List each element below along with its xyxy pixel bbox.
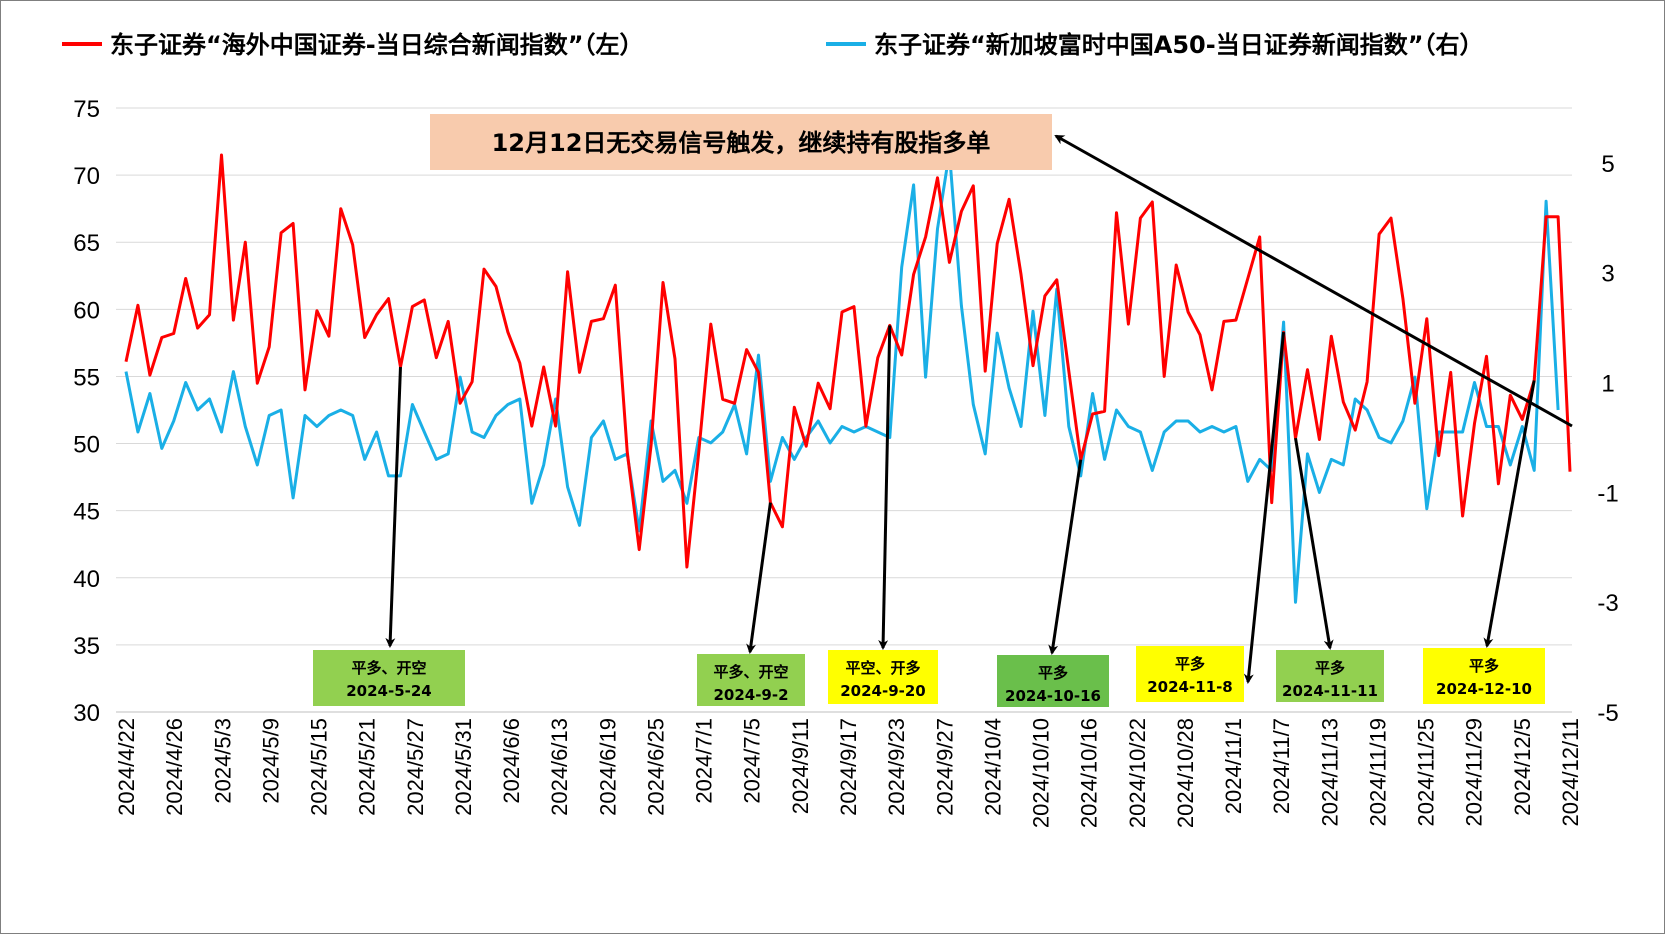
y-tick-right: -5 — [1597, 700, 1618, 727]
signal-arrow — [385, 366, 402, 648]
signal-arrow — [746, 502, 772, 654]
signal-action: 平多 — [1315, 659, 1345, 677]
signal-box-bg — [313, 650, 465, 706]
signal-box: 平多 2024-11-8 — [1136, 646, 1244, 702]
signal-box: 平多 2024-11-11 — [1276, 650, 1384, 702]
signal-box: 平空、开多 2024-9-20 — [828, 650, 938, 704]
y-axis-left: 30 35 40 45 50 55 60 65 70 75 — [73, 96, 100, 727]
y-tick-left: 65 — [73, 230, 100, 257]
x-tick-label: 2024/5/9 — [258, 718, 283, 804]
signal-date: 2024-10-16 — [1005, 687, 1101, 705]
signal-action: 平空、开多 — [845, 659, 920, 677]
x-tick-label: 2024/10/16 — [1077, 718, 1102, 828]
x-tick-label: 2024/6/13 — [547, 718, 572, 816]
y-tick-right: 5 — [1601, 151, 1614, 178]
signal-arrow — [1048, 459, 1083, 655]
x-tick-label: 2024/12/5 — [1510, 718, 1535, 816]
x-tick-label: 2024/7/1 — [692, 718, 717, 804]
x-tick-label: 2024/11/7 — [1269, 718, 1294, 814]
callout-arrow — [1054, 134, 1573, 428]
x-tick-label: 2024/12/11 — [1558, 718, 1583, 826]
signal-arrows — [385, 325, 1536, 684]
x-tick-label: 2024/6/6 — [499, 718, 524, 804]
legend-label-red: 东子证券“海外中国证券-当日综合新闻指数”（左） — [110, 31, 644, 59]
x-tick-label: 2024/6/19 — [595, 718, 620, 816]
x-tick-label: 2024/5/15 — [307, 718, 332, 816]
signal-date: 2024-5-24 — [346, 682, 432, 700]
signal-date: 2024-9-2 — [713, 686, 788, 704]
signal-box-bg — [828, 650, 938, 704]
y-tick-left: 50 — [73, 432, 100, 459]
y-tick-left: 40 — [73, 566, 100, 593]
series-line-overseas — [124, 153, 1572, 569]
x-axis: 2024/4/22 2024/4/26 2024/5/3 2024/5/9 2024/5… — [114, 718, 1583, 828]
x-tick-label: 2024/4/26 — [162, 718, 187, 816]
x-tick-label: 2024/10/28 — [1173, 718, 1198, 828]
y-tick-right: -3 — [1597, 590, 1618, 617]
x-tick-label: 2024/9/11 — [788, 718, 813, 814]
signal-box-bg — [1423, 648, 1545, 704]
signal-date: 2024-11-8 — [1147, 678, 1233, 696]
signal-annotations: 平多、开空 2024-5-24 平多、开空 2024-9-2 平空、开多 2024-9-2… — [313, 646, 1545, 707]
y-tick-right: 3 — [1601, 261, 1614, 288]
legend-label-blue: 东子证券“新加坡富时中国A50-当日证券新闻指数”（右） — [874, 31, 1483, 59]
x-tick-label: 2024/5/27 — [403, 718, 428, 816]
signal-action: 平多、开空 — [351, 659, 426, 677]
signal-action: 平多、开空 — [713, 663, 788, 681]
y-tick-right: 1 — [1601, 371, 1614, 398]
signal-box-bg — [997, 655, 1109, 707]
x-tick-label: 2024/11/19 — [1365, 718, 1390, 826]
y-tick-left: 35 — [73, 633, 100, 660]
y-tick-right: -1 — [1597, 480, 1618, 507]
signal-action: 平多 — [1469, 657, 1499, 675]
series-line-a50 — [124, 150, 1560, 604]
signal-date: 2024-12-10 — [1436, 680, 1532, 698]
y-tick-left: 70 — [73, 163, 100, 190]
signal-action: 平多 — [1038, 664, 1068, 682]
x-tick-label: 2024/5/31 — [451, 718, 476, 816]
x-tick-label: 2024/10/10 — [1029, 718, 1054, 828]
signal-action: 平多 — [1175, 655, 1205, 673]
x-tick-label: 2024/6/25 — [643, 718, 668, 816]
x-tick-label: 2024/10/22 — [1125, 718, 1150, 828]
signal-date: 2024-9-20 — [840, 682, 926, 700]
y-tick-left: 30 — [73, 700, 100, 727]
callout-box — [430, 114, 1052, 170]
y-tick-left: 60 — [73, 297, 100, 324]
x-tick-label: 2024/9/23 — [884, 718, 909, 816]
y-tick-left: 45 — [73, 499, 100, 526]
x-tick-label: 2024/10/4 — [980, 718, 1005, 816]
signal-box-bg — [697, 654, 805, 706]
callout: 12月12日无交易信号触发，继续持有股指多单 — [430, 114, 1052, 170]
signal-arrow — [1483, 380, 1536, 648]
signal-box-bg — [1136, 646, 1244, 702]
x-tick-label: 2024/7/5 — [740, 718, 765, 804]
x-tick-label: 2024/5/3 — [210, 718, 235, 804]
x-tick-label: 2024/11/13 — [1317, 718, 1342, 826]
y-tick-left: 55 — [73, 364, 100, 391]
x-tick-label: 2024/9/17 — [836, 718, 861, 816]
x-tick-label: 2024/11/25 — [1414, 718, 1439, 826]
y-axis-right: -5 -3 -1 1 3 5 — [1597, 151, 1618, 727]
x-tick-label: 2024/9/27 — [932, 718, 957, 816]
signal-box: 平多、开空 2024-5-24 — [313, 650, 465, 706]
callout-text: 12月12日无交易信号触发，继续持有股指多单 — [492, 129, 991, 157]
signal-date: 2024-11-11 — [1282, 682, 1378, 700]
y-tick-left: 75 — [73, 96, 100, 123]
chart-legend: 东子证券“海外中国证券-当日综合新闻指数”（左） 东子证券“新加坡富时中国A50… — [62, 31, 1483, 59]
signal-box: 平多、开空 2024-9-2 — [697, 654, 805, 706]
signal-box: 平多 2024-12-10 — [1423, 648, 1545, 704]
signal-arrow — [878, 325, 892, 650]
x-tick-label: 2024/4/22 — [114, 718, 139, 816]
signal-box: 平多 2024-10-16 — [997, 655, 1109, 707]
x-tick-label: 2024/11/29 — [1462, 718, 1487, 826]
signal-arrow — [1243, 331, 1286, 684]
signal-arrow — [1294, 437, 1334, 650]
signal-box-bg — [1276, 650, 1384, 702]
x-tick-label: 2024/11/1 — [1221, 718, 1246, 814]
x-tick-label: 2024/5/21 — [355, 718, 380, 816]
